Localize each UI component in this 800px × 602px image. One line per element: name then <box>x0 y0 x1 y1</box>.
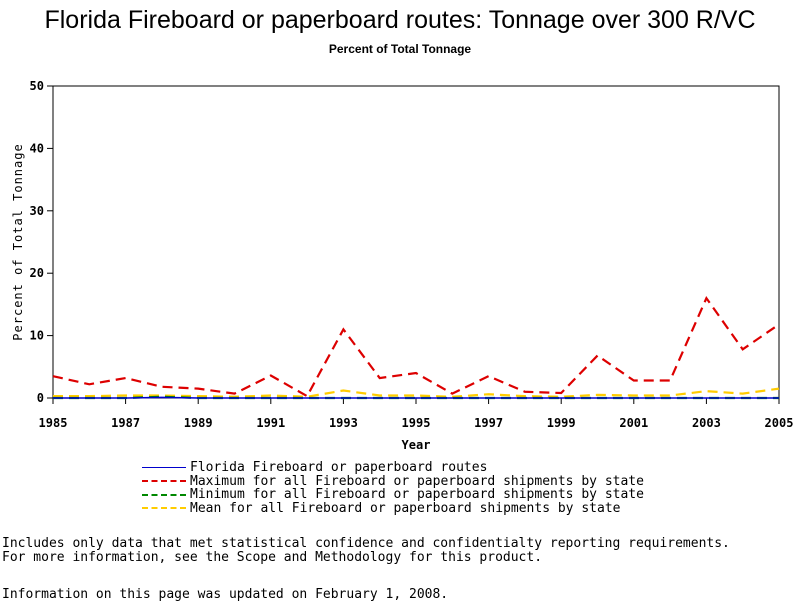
x-tick-label: 1993 <box>329 416 358 430</box>
legend-label-mean: Mean for all Fireboard or paperboard shi… <box>190 501 620 516</box>
x-tick-label: 1987 <box>111 416 140 430</box>
y-tick-label: 10 <box>30 329 44 343</box>
x-tick-label: 1989 <box>184 416 213 430</box>
x-tick-label: 1999 <box>547 416 576 430</box>
x-tick-label: 2001 <box>619 416 648 430</box>
x-axis-label: Year <box>402 438 431 452</box>
legend-item-maximum: Maximum for all Fireboard or paperboard … <box>142 475 644 489</box>
footnotes: Includes only data that met statistical … <box>2 537 730 565</box>
legend-item-florida: Florida Fireboard or paperboard routes <box>142 461 644 475</box>
y-axis-label: Percent of Total Tonnage <box>11 143 25 340</box>
footnote-methodology: For more information, see the Scope and … <box>2 551 730 565</box>
legend-swatch-minimum <box>142 494 186 496</box>
series-line-0 <box>53 397 779 398</box>
legend-swatch-maximum <box>142 480 186 482</box>
legend-item-minimum: Minimum for all Fireboard or paperboard … <box>142 488 644 502</box>
series-line-3 <box>53 389 779 397</box>
legend-swatch-mean <box>142 507 186 509</box>
plot-frame <box>53 86 779 398</box>
x-tick-label: 1991 <box>256 416 285 430</box>
legend-swatch-florida <box>142 467 186 468</box>
x-tick-label: 2003 <box>692 416 721 430</box>
x-tick-label: 1997 <box>474 416 503 430</box>
series-line-1 <box>53 298 779 396</box>
y-tick-label: 50 <box>30 79 44 93</box>
y-tick-label: 30 <box>30 204 44 218</box>
y-tick-label: 20 <box>30 266 44 280</box>
x-tick-label: 1995 <box>402 416 431 430</box>
y-tick-label: 40 <box>30 141 44 155</box>
footnote-confidence: Includes only data that met statistical … <box>2 537 730 551</box>
y-tick-label: 0 <box>37 391 44 405</box>
x-tick-label: 1985 <box>39 416 68 430</box>
legend-item-mean: Mean for all Fireboard or paperboard shi… <box>142 502 644 516</box>
line-chart: 0 10 20 30 40 50 1985 1987 1989 1991 1993 1995 1997 1… <box>0 0 800 460</box>
chart-legend: Florida Fireboard or paperboard routes M… <box>142 461 644 515</box>
x-tick-label: 2005 <box>765 416 794 430</box>
